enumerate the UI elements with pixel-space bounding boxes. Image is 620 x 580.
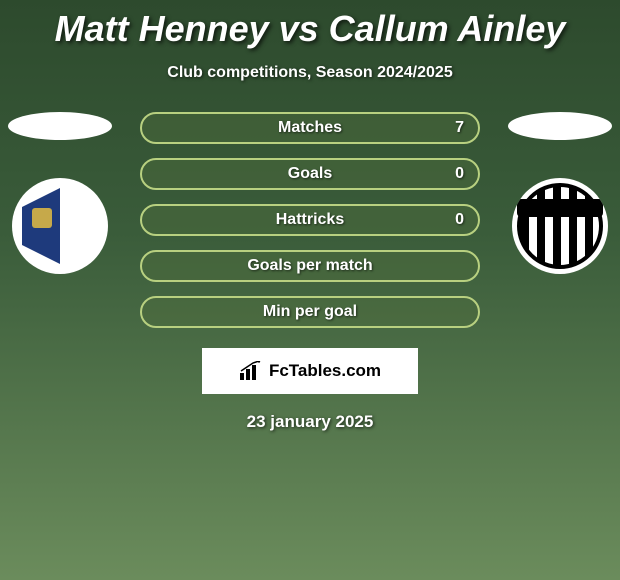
stat-value-right: 0 [455,211,464,229]
stat-rows: Matches 7 Goals 0 Hattricks 0 Goals per … [140,112,480,328]
page-title: Matt Henney vs Callum Ainley [0,0,620,50]
club-badge-right [512,178,608,274]
stat-row-matches: Matches 7 [140,112,480,144]
subtitle: Club competitions, Season 2024/2025 [0,64,620,82]
branding-text: FcTables.com [269,361,381,381]
stat-value-right: 0 [455,165,464,183]
stat-label: Min per goal [263,303,357,321]
grimsby-town-crest-icon [517,183,603,269]
stat-row-hattricks: Hattricks 0 [140,204,480,236]
barrow-afc-crest-icon [22,188,98,264]
stat-label: Hattricks [276,211,344,229]
stat-label: Matches [278,119,342,137]
player-left-avatar-placeholder [8,112,112,140]
player-left-column [5,112,115,274]
stat-value-right: 7 [455,119,464,137]
stat-label: Goals per match [247,257,372,275]
stat-row-goals: Goals 0 [140,158,480,190]
stat-row-min-per-goal: Min per goal [140,296,480,328]
stat-row-goals-per-match: Goals per match [140,250,480,282]
fctables-chart-icon [239,361,263,381]
branding-box[interactable]: FcTables.com [202,348,418,394]
player-right-column [505,112,615,274]
date-label: 23 january 2025 [0,412,620,432]
stat-label: Goals [288,165,332,183]
club-badge-left [12,178,108,274]
comparison-panel: Matches 7 Goals 0 Hattricks 0 Goals per … [0,112,620,432]
player-right-avatar-placeholder [508,112,612,140]
